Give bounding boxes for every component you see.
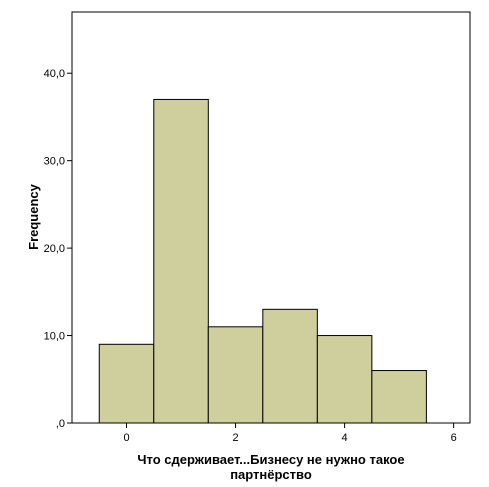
bars-group [98, 98, 427, 424]
y-tick-label: 10,0 [44, 331, 65, 343]
x-axis: 0 2 4 6 [123, 423, 457, 444]
x-tick-label: 4 [342, 432, 348, 444]
bar-1 [153, 98, 209, 424]
y-tick-label: 40,0 [44, 68, 65, 80]
y-tick-label: 30,0 [44, 156, 65, 168]
bar-2 [207, 326, 264, 424]
x-tick-label: 0 [123, 432, 129, 444]
x-tick-label: 6 [451, 432, 457, 444]
x-tick-label: 2 [232, 432, 238, 444]
y-tick-label: 20,0 [44, 243, 65, 255]
x-axis-title-line-1: Что сдерживает...Бизнесу не нужно такое [137, 452, 404, 467]
bar-4 [316, 335, 373, 424]
y-axis: ,0 10,0 20,0 30,0 40,0 [44, 68, 72, 430]
bar-5 [371, 370, 427, 424]
y-axis-title: Frequency [26, 183, 41, 250]
x-axis-title-line-2: партнёрство [230, 467, 312, 482]
y-tick-label: ,0 [56, 418, 65, 430]
bar-0 [98, 343, 155, 424]
bar-3 [262, 308, 318, 424]
